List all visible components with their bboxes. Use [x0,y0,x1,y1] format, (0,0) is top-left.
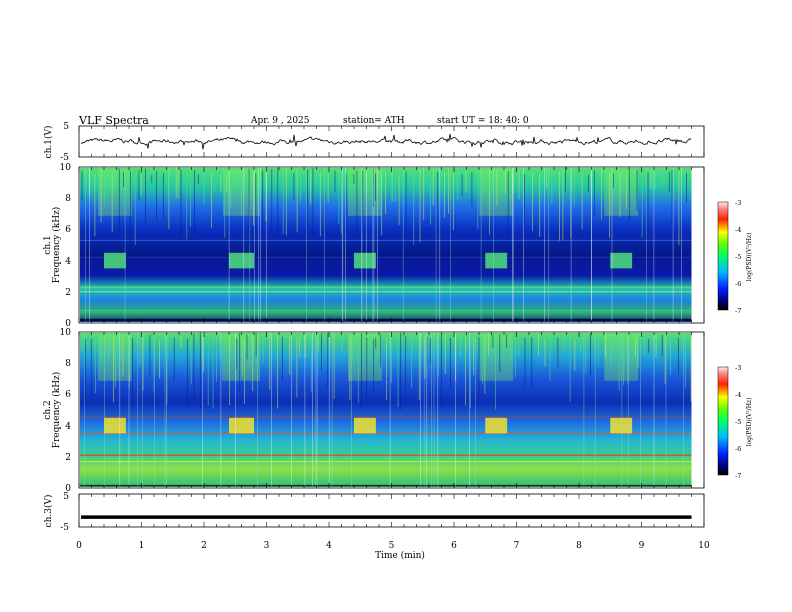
burst-region [104,417,126,434]
ch2-ytick-2: 2 [65,453,71,463]
burst-region [610,252,633,269]
ch2-cb-tick-minus5: -5 [735,418,741,426]
burst-plume [348,169,382,216]
ch1-waveform-trace [80,133,692,150]
header-date: Apr. 9 , 2025 [250,116,310,126]
ch2-ytick-10: 10 [60,328,72,338]
xtick-2: 2 [201,541,207,551]
xtick-8: 8 [576,541,582,551]
ch2-colorbar-scale [717,366,729,476]
xtick-4: 4 [326,541,332,551]
ch1-cb-tick-minus7: -7 [735,307,741,315]
ch1-colorbar-scale [717,201,729,311]
ch2-ytick-4: 4 [65,422,71,432]
ch1-cb-tick-minus3: -3 [735,199,741,207]
burst-plume [98,169,132,216]
ch1-colorbar: -3 -4 -5 -6 -7 log(PSD)(V²/Hz) [717,199,753,315]
xtick-9: 9 [639,541,645,551]
burst-region [229,252,254,269]
ch1-colorbar-label: log(PSD)(V²/Hz) [746,233,753,282]
burst-region [610,417,633,434]
ch1-spectrogram-image [80,167,692,322]
ch2-spectrogram-image [80,332,692,487]
ch3-waveform-frame [78,493,705,528]
ch3-waveform-panel: 5 -5 ch.3(V) [43,492,705,533]
ch1-ytick-0: 0 [65,319,71,329]
xtick-1: 1 [139,541,145,551]
xtick-0: 0 [76,541,82,551]
ch1-ytick-6: 6 [65,225,71,235]
ch2-ytick-8: 8 [65,359,71,369]
ch3-ytick-bottom: -5 [60,523,69,533]
burst-region [485,252,508,269]
ch1-cb-tick-minus5: -5 [735,253,741,261]
ch2-spectrogram-panel: 10 8 6 4 2 0 ch.2 Frequency (kHz) [43,328,705,494]
ch2-spectrogram-ylabel-channel: ch.2 [43,400,53,419]
burst-plume [223,334,260,381]
ch1-spectrogram-panel: 10 8 6 4 2 0 ch.1 Frequency (kHz) [43,163,705,329]
ch3-ytick-top: 5 [63,492,69,502]
ch1-cb-tick-minus4: -4 [735,226,741,234]
burst-plume [479,334,514,381]
x-axis-label: Time (min) [375,550,425,561]
burst-region [229,417,254,434]
xtick-10: 10 [698,541,710,551]
ch1-ytick-2: 2 [65,288,71,298]
header-station: station= ATH [343,116,405,126]
ch1-ytick-bottom: -5 [60,153,69,163]
burst-plume [348,334,382,381]
ch1-waveform-panel: 5 -5 ch.1(V) [43,122,705,163]
ch1-ytick-top: 5 [63,122,69,132]
xtick-6: 6 [451,541,457,551]
xtick-7: 7 [514,541,520,551]
xtick-3: 3 [264,541,270,551]
ch2-spectrogram-ylabel-frequency: Frequency (kHz) [51,372,62,449]
x-axis-ticks [78,126,705,527]
burst-plume [479,169,514,216]
burst-region [485,417,508,434]
header-start-time: start UT = 18: 40: 0 [437,116,529,126]
figure-title: VLF Spectra [78,114,149,127]
burst-region [354,252,376,269]
ch2-cb-tick-minus3: -3 [735,364,741,372]
ch1-spectrogram-ylabel-channel: ch.1 [43,235,53,254]
ch1-waveform-ylabel: ch.1(V) [43,126,54,159]
burst-region [354,417,376,434]
ch1-ytick-4: 4 [65,257,71,267]
ch1-spectrogram-ylabel-frequency: Frequency (kHz) [51,207,62,284]
ch2-cb-tick-minus4: -4 [735,391,741,399]
ch2-cb-tick-minus6: -6 [735,445,741,453]
xtick-5: 5 [389,541,395,551]
burst-plume [98,334,132,381]
burst-region [104,252,126,269]
ch3-waveform-ylabel: ch.3(V) [43,495,54,528]
ch2-ytick-0: 0 [65,484,71,494]
ch1-ytick-8: 8 [65,194,71,204]
ch2-colorbar-label: log(PSD)(V²/Hz) [746,398,753,447]
ch2-cb-tick-minus7: -7 [735,472,741,480]
ch1-ytick-10: 10 [60,163,72,173]
ch2-ytick-6: 6 [65,390,71,400]
ch1-cb-tick-minus6: -6 [735,280,741,288]
spectrogram-background [80,333,692,487]
burst-plume [604,334,639,381]
ch2-colorbar: -3 -4 -5 -6 -7 log(PSD)(V²/Hz) [717,364,753,480]
